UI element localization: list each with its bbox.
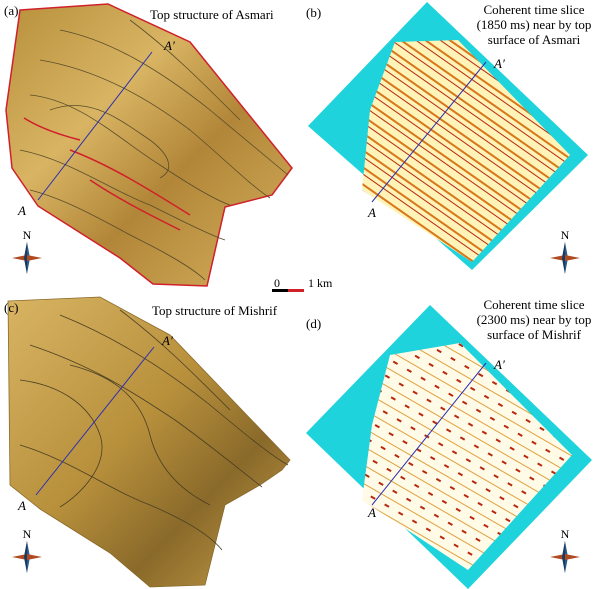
title-line: Coherent time slice (483, 2, 585, 17)
panel-label: (c) (4, 300, 19, 315)
panel-c: (c) Top structure of Mishrif A A′ N (0, 295, 300, 589)
panel-label: (d) (306, 316, 322, 331)
panel-title: Coherent time slice (2300 ms) near by to… (470, 297, 598, 342)
panel-b: (b) Coherent time slice (1850 ms) near b… (300, 0, 600, 294)
fault-lines (23, 117, 191, 231)
profile-line (35, 346, 155, 496)
panel-title: Coherent time slice (1850 ms) near by to… (470, 2, 598, 47)
panel-title: Top structure of Mishrif (152, 303, 277, 318)
profile-line (371, 61, 487, 203)
contour-lines (19, 19, 289, 281)
panel-d: (d) Coherent time slice (2300 ms) near b… (300, 295, 600, 589)
compass-rose-icon (12, 541, 42, 573)
title-line: Top structure of Asmari (150, 7, 274, 22)
north-label: N (560, 527, 570, 541)
title-line: (2300 ms) near by top (476, 312, 592, 327)
coherence-data (362, 343, 572, 570)
north-label: N (22, 228, 32, 242)
scale-bar: 0 1 km (268, 276, 338, 300)
scale-end: 1 km (308, 276, 333, 290)
scale-bar-graphic (272, 289, 304, 292)
structure-map-asmari (5, 3, 293, 287)
north-arrow: N (12, 228, 42, 274)
title-line: (1850 ms) near by top (476, 17, 592, 32)
compass-rose-icon (12, 242, 42, 274)
profile-line (37, 51, 153, 201)
profile-start-label: A (18, 498, 26, 513)
panel-label: (b) (306, 5, 322, 20)
coherence-slice-mishrif (306, 305, 592, 589)
panel-label: (a) (4, 3, 19, 18)
compass-rose-icon (550, 242, 580, 274)
title-line: surface of Asmari (487, 32, 581, 47)
title-line: Coherent time slice (483, 297, 585, 312)
profile-end-label: A′ (162, 333, 173, 348)
north-arrow: N (550, 527, 580, 573)
compass-rose-icon (550, 541, 580, 573)
panel-title: Top structure of Asmari (150, 7, 274, 22)
title-line: Top structure of Mishrif (152, 303, 278, 318)
title-line: surface of Mishrif (487, 327, 581, 342)
profile-start-label: A (368, 505, 376, 520)
structure-map-mishrif (7, 296, 291, 588)
scale-start: 0 (274, 276, 280, 290)
map-boundary (5, 3, 293, 287)
contour-lines (19, 309, 289, 551)
profile-end-label: A′ (164, 38, 175, 53)
profile-end-label: A′ (494, 357, 505, 372)
north-label: N (560, 228, 570, 242)
coherence-data (362, 40, 570, 262)
panel-a: (a) Top structure of Asmari A A′ N (0, 0, 300, 294)
profile-line (371, 362, 487, 506)
north-label: N (22, 527, 32, 541)
profile-start-label: A (18, 203, 26, 218)
north-arrow: N (12, 527, 42, 573)
north-arrow: N (550, 228, 580, 274)
profile-start-label: A (368, 205, 376, 220)
profile-end-label: A′ (494, 56, 505, 71)
coherence-slice-asmari (308, 2, 588, 270)
map-boundary (7, 296, 291, 588)
